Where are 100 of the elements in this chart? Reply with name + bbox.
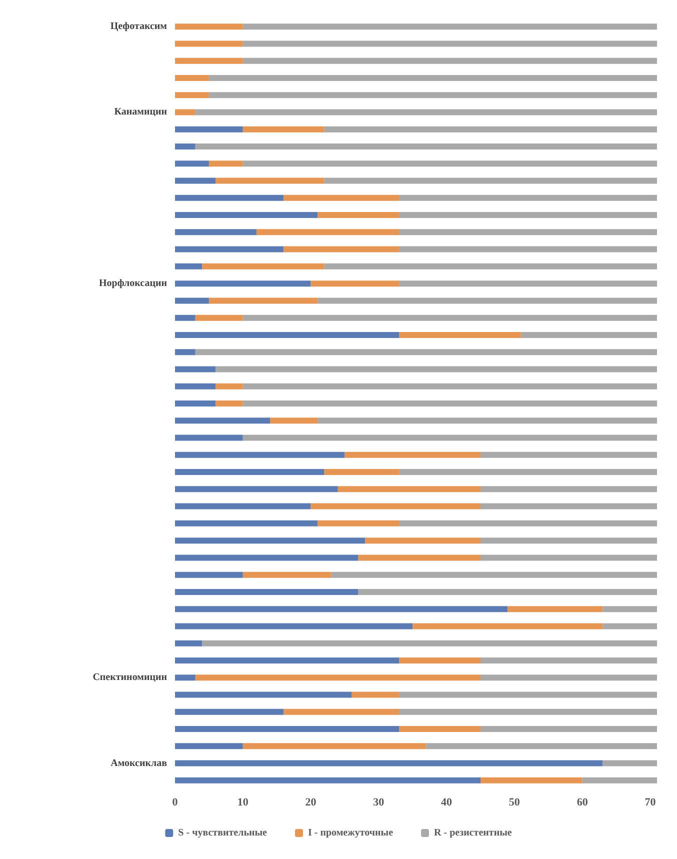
y-tick-label: Канамицин: [114, 106, 168, 118]
bar: [242, 400, 657, 406]
bar: [426, 743, 657, 750]
legend-label: S - чувствительные: [178, 828, 268, 838]
y-tick-label: Цефотаксим: [110, 21, 168, 32]
bar: [242, 58, 657, 64]
bar: [358, 588, 657, 595]
bar: [175, 588, 358, 595]
bar: [324, 178, 657, 184]
bar: [480, 777, 582, 784]
bar: [175, 760, 603, 766]
bar: [242, 434, 657, 441]
bar: [175, 658, 400, 664]
x-tick-label: 20: [305, 796, 317, 808]
bar: [195, 109, 657, 116]
bar: [175, 40, 243, 47]
bar: [175, 452, 345, 458]
bar: [175, 486, 338, 492]
bar: [399, 332, 522, 338]
bar: [344, 452, 480, 458]
bar: [195, 144, 657, 150]
bar: [175, 400, 216, 406]
bar: [175, 520, 318, 526]
x-tick-label: 60: [576, 796, 588, 808]
bar: [399, 692, 657, 698]
bar: [175, 434, 243, 441]
bar: [242, 40, 657, 47]
x-tick-label: 0: [172, 796, 178, 808]
bar: [175, 298, 209, 304]
bar: [318, 520, 400, 526]
bar: [284, 708, 400, 715]
legend-label: R - резистентные: [434, 828, 512, 838]
bar: [480, 452, 657, 458]
bar: [310, 503, 480, 510]
x-tick-label: 10: [237, 796, 249, 808]
x-tick-label: 30: [373, 796, 385, 808]
bar: [175, 280, 311, 287]
bar: [242, 572, 332, 578]
bar: [399, 194, 657, 201]
bar: [270, 418, 318, 424]
bar: [480, 658, 657, 664]
bar: [216, 178, 324, 184]
bar: [175, 144, 196, 150]
bar: [324, 263, 657, 270]
bar: [175, 383, 216, 390]
bar: [175, 212, 318, 218]
bar: [399, 280, 657, 287]
bar: [399, 469, 657, 476]
bar: [208, 160, 243, 167]
bar: [310, 280, 400, 287]
bar: [399, 708, 657, 715]
bar: [216, 400, 243, 406]
bar: [480, 674, 657, 681]
bar: [242, 126, 324, 132]
bar: [175, 623, 413, 630]
bar: [208, 92, 657, 98]
bar: [175, 674, 196, 681]
x-tick-label: 70: [644, 796, 656, 808]
bar: [195, 349, 657, 356]
bar: [175, 58, 243, 64]
bar: [412, 623, 603, 630]
bar: [480, 538, 657, 544]
y-tick-label: Амоксиклав: [110, 758, 168, 769]
bar: [352, 692, 400, 698]
bar: [175, 160, 209, 167]
bar: [508, 606, 603, 612]
bar: [175, 606, 508, 612]
bar: [175, 74, 209, 81]
legend-label: I - промежуточные: [308, 828, 394, 838]
x-tick-label: 40: [441, 796, 453, 808]
bar: [242, 160, 657, 167]
bar: [521, 332, 657, 338]
bar: [365, 538, 480, 544]
bar: [242, 314, 657, 321]
bar: [175, 554, 358, 561]
bar: [399, 246, 657, 252]
bar: [480, 726, 657, 732]
bar: [331, 572, 657, 578]
bar: [399, 520, 657, 526]
bar: [175, 109, 196, 116]
bar: [256, 229, 400, 236]
bar: [242, 24, 657, 30]
bar: [202, 263, 324, 270]
bar: [399, 658, 480, 664]
bar: [175, 743, 243, 750]
bar: [284, 194, 400, 201]
bar: [216, 366, 657, 372]
bar: [175, 178, 216, 184]
bar: [175, 366, 216, 372]
bar: [338, 486, 480, 492]
bar: [195, 314, 243, 321]
y-tick-label: Спектиномицин: [92, 672, 168, 684]
bar: [582, 777, 657, 784]
bar: [175, 503, 311, 510]
bar: [195, 674, 480, 681]
bar: [175, 314, 196, 321]
bar: [175, 418, 270, 424]
bar: [602, 623, 657, 630]
bar: [175, 469, 324, 476]
bar: [399, 726, 480, 732]
